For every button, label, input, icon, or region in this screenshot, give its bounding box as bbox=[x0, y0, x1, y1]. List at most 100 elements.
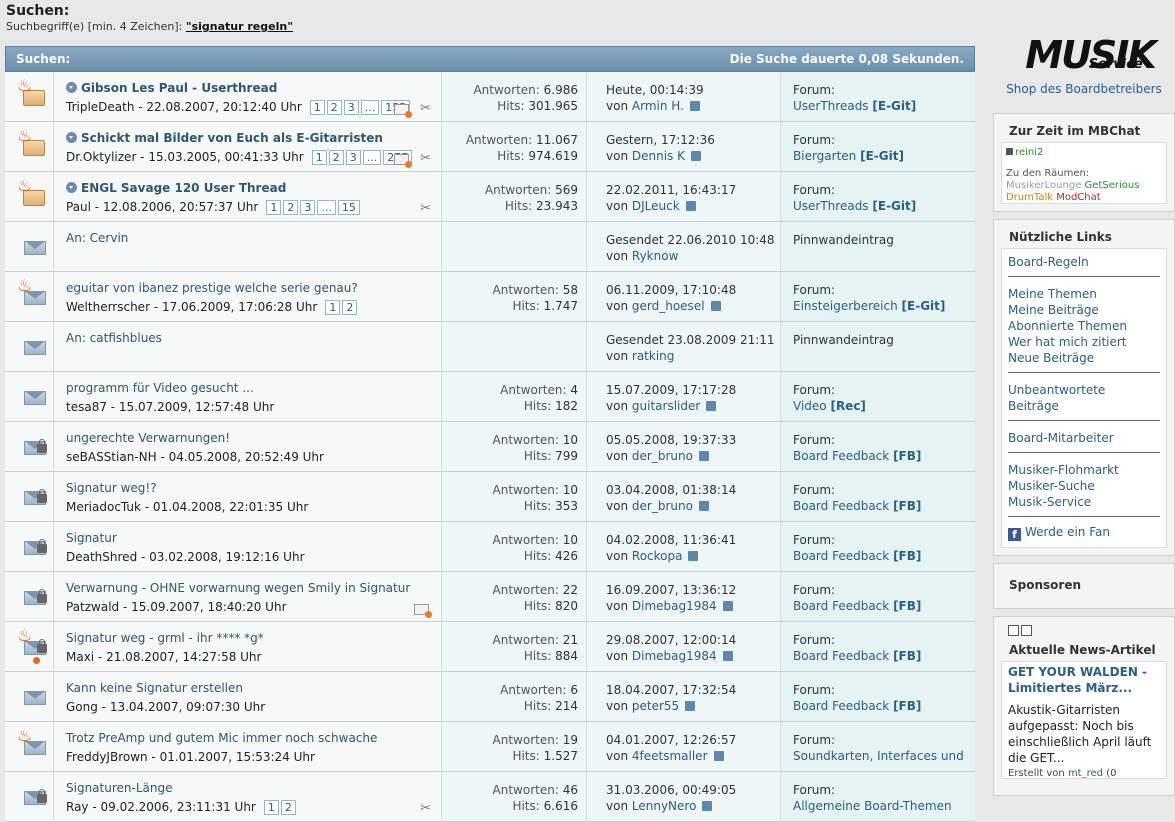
sidebar-link[interactable]: Meine Beiträge bbox=[1008, 303, 1099, 317]
page-link[interactable]: 2 bbox=[342, 300, 358, 315]
collapse-icon[interactable] bbox=[1008, 625, 1019, 636]
page-link[interactable]: 2 bbox=[283, 200, 299, 215]
go-to-last-post-icon[interactable] bbox=[685, 201, 696, 211]
topic-title-link[interactable]: ungerechte Verwarnungen! bbox=[66, 431, 231, 445]
forum-link[interactable]: Soundkarten, Interfaces und bbox=[793, 749, 964, 763]
sidebar-link[interactable]: Abonnierte Themen bbox=[1008, 319, 1127, 333]
last-poster-link[interactable]: DJLeuck bbox=[631, 199, 680, 213]
hot-envelope-icon: ♨ bbox=[17, 278, 46, 306]
page-link[interactable]: 2 bbox=[326, 100, 342, 115]
last-poster-link[interactable]: LennyNero bbox=[631, 799, 697, 813]
page-link[interactable]: 1 bbox=[309, 100, 325, 115]
page-link[interactable]: ... bbox=[360, 100, 380, 115]
topic-title-link[interactable]: Verwarnung - OHNE vorwarnung wegen Smily… bbox=[66, 581, 411, 595]
go-to-last-post-icon[interactable] bbox=[702, 801, 713, 811]
topic-title-link[interactable]: programm für Video gesucht ... bbox=[66, 381, 254, 395]
sidebar-link[interactable]: Musik-Service bbox=[1008, 495, 1092, 509]
jump-new-icon[interactable] bbox=[66, 182, 77, 193]
page-link[interactable]: 1 bbox=[311, 150, 327, 165]
page-link[interactable]: 15 bbox=[337, 200, 360, 215]
forum-link[interactable]: Board Feedback bbox=[793, 599, 890, 613]
last-poster-link[interactable]: Armin H. bbox=[631, 99, 684, 113]
sidebar-link[interactable]: Wer hat mich zitiert bbox=[1008, 335, 1127, 349]
forum-link[interactable]: Allgemeine Board-Themen bbox=[793, 799, 952, 813]
forum-link[interactable]: Board Feedback bbox=[793, 649, 890, 663]
page-link[interactable]: 3 bbox=[300, 200, 316, 215]
page-link[interactable]: 3 bbox=[343, 100, 359, 115]
facebook-fan-link[interactable]: f Werde ein Fan bbox=[1008, 524, 1160, 541]
forum-link[interactable]: UserThreads bbox=[793, 99, 869, 113]
forum-link[interactable]: Biergarten bbox=[793, 149, 857, 163]
last-poster-link[interactable]: peter55 bbox=[631, 699, 680, 713]
news-headline[interactable]: GET YOUR WALDEN - Limitiertes März... bbox=[1008, 665, 1148, 695]
forum-link[interactable]: Board Feedback bbox=[793, 549, 890, 563]
page-link[interactable]: 2 bbox=[280, 800, 296, 815]
forum-link[interactable]: Video bbox=[793, 399, 827, 413]
chat-room-link[interactable]: ModChat bbox=[1056, 192, 1101, 203]
last-poster-link[interactable]: Dimebag1984 bbox=[631, 599, 717, 613]
chat-room-link[interactable]: DrumTalk bbox=[1006, 192, 1054, 203]
chat-room-link[interactable]: GetSerious bbox=[1084, 180, 1140, 191]
last-poster-link[interactable]: ratking bbox=[631, 349, 675, 363]
page-link[interactable]: 1 bbox=[266, 200, 282, 215]
go-to-last-post-icon[interactable] bbox=[698, 451, 709, 461]
forum-link[interactable]: Board Feedback bbox=[793, 499, 890, 513]
page-link[interactable]: ... bbox=[362, 150, 382, 165]
topic-title-link[interactable]: An: Cervin bbox=[66, 231, 129, 245]
jump-new-icon[interactable] bbox=[66, 82, 77, 93]
go-to-last-post-icon[interactable] bbox=[685, 701, 696, 711]
last-poster-link[interactable]: der_bruno bbox=[631, 499, 693, 513]
topic-title-link[interactable]: eguitar von ibanez prestige welche serie… bbox=[66, 281, 358, 295]
forum-link[interactable]: Einsteigerbereich bbox=[793, 299, 898, 313]
topic-title-link[interactable]: Gibson Les Paul - Userthread bbox=[66, 80, 441, 96]
page-link[interactable]: 3 bbox=[345, 150, 361, 165]
last-poster-link[interactable]: gerd_hoesel bbox=[631, 299, 705, 313]
topic-title-link[interactable]: ENGL Savage 120 User Thread bbox=[66, 180, 441, 196]
topic-title-link[interactable]: Signatur bbox=[66, 531, 117, 545]
topic-title-link[interactable]: Signaturen-Länge bbox=[66, 781, 173, 795]
forum-link[interactable]: Board Feedback bbox=[793, 699, 890, 713]
search-term-link[interactable]: "signatur regeln" bbox=[185, 20, 293, 33]
forum-link[interactable]: Board Feedback bbox=[793, 449, 890, 463]
topic-title-link[interactable]: Signatur weg!? bbox=[66, 481, 157, 495]
musik-service-logo[interactable]: MUSIK Service bbox=[1025, 33, 1157, 77]
sidebar-link[interactable]: Unbeantwortete Beiträge bbox=[1008, 383, 1106, 413]
topic-title-link[interactable]: Trotz PreAmp und gutem Mic immer noch sc… bbox=[66, 731, 378, 745]
topic-title-link[interactable]: An: catfishblues bbox=[66, 331, 162, 345]
last-poster-link[interactable]: Dimebag1984 bbox=[631, 649, 717, 663]
chat-user[interactable]: reini2 bbox=[1006, 147, 1162, 158]
go-to-last-post-icon[interactable] bbox=[722, 601, 733, 611]
sidebar-link[interactable]: Board-Mitarbeiter bbox=[1008, 431, 1114, 445]
shop-link[interactable]: Shop des Boardbetreibers bbox=[1006, 82, 1162, 96]
topic-title-link[interactable]: Schickt mal Bilder von Euch als E-Gitarr… bbox=[66, 130, 441, 146]
sidebar-link[interactable]: Musiker-Flohmarkt bbox=[1008, 463, 1119, 477]
page-link[interactable]: 1 bbox=[263, 800, 279, 815]
sidebar-link[interactable]: Musiker-Suche bbox=[1008, 479, 1095, 493]
last-poster-link[interactable]: 4feetsmaller bbox=[631, 749, 708, 763]
go-to-last-post-icon[interactable] bbox=[698, 501, 709, 511]
jump-new-icon[interactable] bbox=[66, 132, 77, 143]
go-to-last-post-icon[interactable] bbox=[722, 651, 733, 661]
page-link[interactable]: 1 bbox=[325, 300, 341, 315]
go-to-last-post-icon[interactable] bbox=[713, 751, 724, 761]
last-poster-link[interactable]: Rockopa bbox=[631, 549, 683, 563]
page-link[interactable]: ... bbox=[317, 200, 336, 215]
go-to-last-post-icon[interactable] bbox=[689, 101, 700, 111]
last-poster-link[interactable]: der_bruno bbox=[631, 449, 693, 463]
last-poster-link[interactable]: Ryknow bbox=[631, 249, 679, 263]
page-link[interactable]: 2 bbox=[328, 150, 344, 165]
sidebar-link[interactable]: Meine Themen bbox=[1008, 287, 1097, 301]
last-poster-link[interactable]: Dennis K bbox=[631, 149, 685, 163]
go-to-last-post-icon[interactable] bbox=[710, 301, 721, 311]
go-to-last-post-icon[interactable] bbox=[691, 151, 701, 161]
topic-title-link[interactable]: Kann keine Signatur erstellen bbox=[66, 681, 243, 695]
sidebar-link[interactable]: Board-Regeln bbox=[1008, 255, 1089, 269]
topic-title-link[interactable]: Signatur weg - grml - ihr **** *g* bbox=[66, 631, 264, 645]
sidebar-link[interactable]: Neue Beiträge bbox=[1008, 351, 1095, 365]
chat-room-link[interactable]: MusikerLounge bbox=[1006, 180, 1082, 191]
forum-link[interactable]: UserThreads bbox=[793, 199, 869, 213]
news-feed-icon[interactable] bbox=[1021, 625, 1032, 636]
go-to-last-post-icon[interactable] bbox=[706, 401, 717, 411]
go-to-last-post-icon[interactable] bbox=[688, 551, 699, 561]
last-poster-link[interactable]: guitarslider bbox=[631, 399, 701, 413]
